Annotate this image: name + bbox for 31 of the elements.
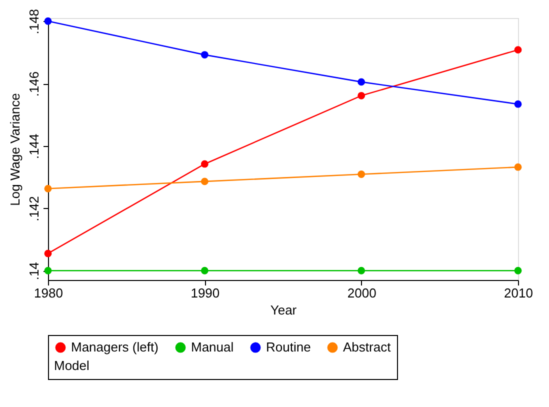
y-tick-label: .142 — [26, 196, 42, 222]
legend-label: Routine — [266, 340, 311, 355]
legend-label: Abstract — [343, 340, 392, 355]
point — [514, 266, 522, 274]
legend-title: Model — [54, 358, 90, 373]
x-tick-label: 1990 — [190, 286, 220, 300]
point — [44, 266, 52, 274]
y-tick-label: .14 — [26, 262, 42, 280]
x-tick-label: 1980 — [34, 286, 63, 300]
point — [514, 100, 522, 108]
point — [358, 78, 366, 86]
point — [44, 184, 52, 192]
point — [200, 178, 208, 186]
point — [200, 266, 208, 274]
point — [44, 250, 52, 258]
point — [514, 46, 522, 54]
point — [200, 51, 208, 59]
y-tick-label: .148 — [26, 8, 42, 34]
x-tick-label: 2010 — [504, 286, 533, 300]
point — [200, 160, 208, 168]
point — [514, 163, 522, 171]
point — [358, 92, 366, 100]
y-tick-label: .146 — [26, 71, 42, 97]
point — [358, 170, 366, 178]
x-tick-label: 2000 — [347, 286, 376, 300]
x-axis-title: Year — [270, 302, 298, 318]
legend-label: Manual — [191, 340, 234, 355]
y-axis-title: Log Wage Variance — [8, 93, 22, 206]
legend-label: Managers (left) — [71, 340, 158, 355]
y-tick-label: .144 — [26, 134, 42, 160]
point — [358, 266, 366, 274]
